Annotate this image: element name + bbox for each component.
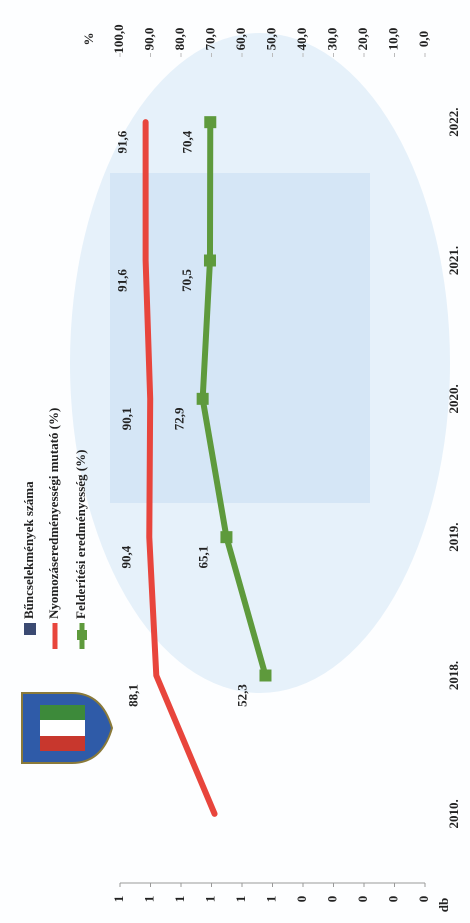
- x-tick-label: 2022.: [446, 108, 461, 137]
- y-axis-label: db: [436, 898, 451, 912]
- y-tick-label: 1: [263, 896, 278, 903]
- data-label: 65,1: [195, 546, 210, 569]
- data-label: 90,4: [118, 545, 133, 568]
- y-tick-label: 1: [233, 896, 248, 903]
- legend-label: Felderítési eredményesség (%): [73, 450, 88, 619]
- data-label: 52,3: [234, 684, 249, 707]
- point-marker: [203, 254, 216, 267]
- y-tick-label: 0: [324, 896, 339, 903]
- legend-swatch: [24, 623, 36, 635]
- y-tick-label: 0: [416, 896, 431, 903]
- logo-red: [40, 736, 85, 751]
- x-tick-label: 2020.: [446, 384, 461, 413]
- point-marker: [220, 531, 233, 544]
- y2-tick-label: 10,0: [385, 28, 400, 51]
- legend-label: Nyomozáseredményességi mutató (%): [46, 408, 61, 619]
- y-tick-label: 1: [202, 896, 217, 903]
- y-tick-label: 0: [385, 896, 400, 903]
- y2-tick-label: 40,0: [294, 28, 309, 51]
- y2-axis-label: %: [81, 33, 96, 46]
- x-tick-label: 2021.: [446, 246, 461, 275]
- y2-tick-label: 100,0: [111, 24, 126, 53]
- point-marker: [204, 116, 217, 129]
- y-tick-label: 0: [355, 896, 370, 903]
- point-marker: [196, 392, 209, 405]
- x-tick-label: 2010.: [446, 799, 461, 828]
- data-label: 70,4: [179, 130, 194, 153]
- y2-tick-label: 20,0: [355, 28, 370, 51]
- y2-tick-label: 80,0: [172, 28, 187, 51]
- logo: [21, 692, 114, 764]
- logo-green: [40, 705, 85, 720]
- logo-white: [40, 720, 85, 736]
- x-tick-label: 2019.: [446, 523, 461, 552]
- data-label: 90,1: [119, 407, 134, 430]
- y2-tick-label: 90,0: [141, 28, 156, 51]
- y2-tick-label: 70,0: [202, 28, 217, 51]
- data-label: 88,1: [125, 684, 140, 707]
- y-tick-label: 1: [141, 896, 156, 903]
- y2-tick-label: 60,0: [233, 28, 248, 51]
- series-line: [142, 119, 218, 817]
- data-label: 91,6: [115, 130, 130, 153]
- point-marker: [259, 669, 272, 682]
- y2-tick-label: 30,0: [324, 28, 339, 51]
- y-tick-label: 1: [111, 896, 126, 903]
- data-label: 70,5: [179, 269, 194, 292]
- y-tick-label: 0: [294, 896, 309, 903]
- background-building: [110, 173, 370, 503]
- y-tick-label: 1: [172, 896, 187, 903]
- legend-marker: [77, 630, 87, 640]
- data-label: 72,9: [172, 407, 187, 430]
- data-label: 91,6: [115, 269, 130, 292]
- y2-tick-label: 50,0: [263, 28, 278, 51]
- legend-label: Bűncselekmények száma: [21, 481, 36, 619]
- y2-tick-label: 0,0: [416, 31, 431, 47]
- x-tick-label: 2018.: [446, 661, 461, 690]
